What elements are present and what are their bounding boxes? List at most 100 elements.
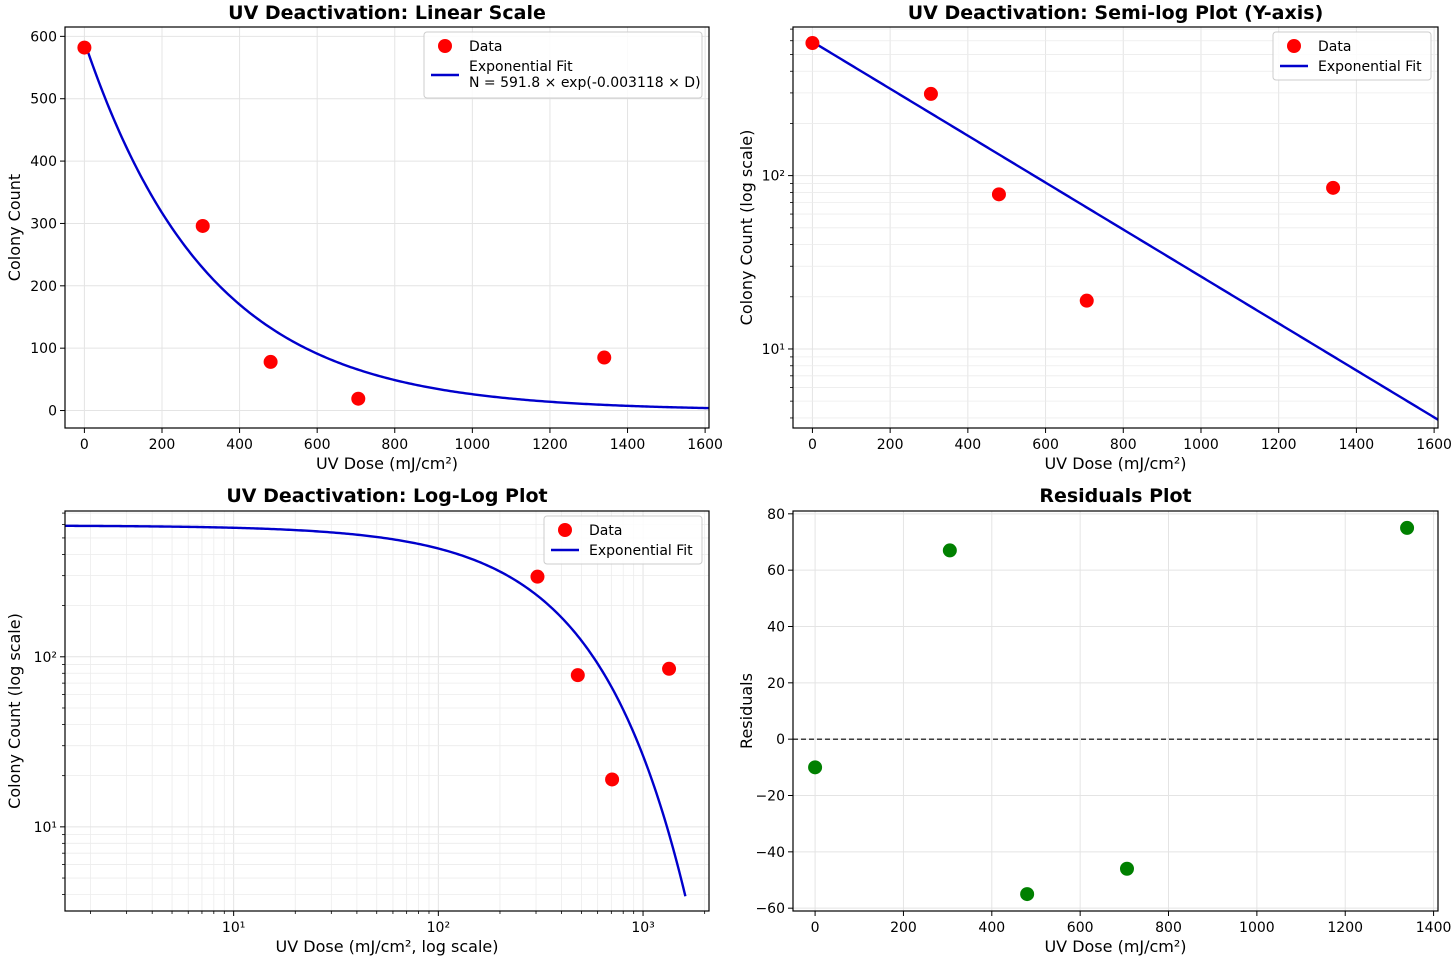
legend-marker [438,39,452,53]
legend-label: Exponential Fit [1318,59,1422,75]
x-tick-label: 1200 [1327,920,1363,936]
x-axis-label: UV Dose (mJ/cm²) [1044,454,1186,473]
y-tick-label: −40 [755,845,785,861]
y-tick-label: 0 [48,404,57,420]
axis-ticks: 0 200 400 600 800 1000 1200 1400 −60 −40 −20 0 20 40 6… [755,507,1451,936]
axis-ticks: 0 200 400 600 800 1000 1200 1400 1600 10¹ 10² [762,28,1452,453]
x-axis-label: UV Dose (mJ/cm², log scale) [276,937,499,956]
y-tick-label: −60 [755,901,785,917]
legend-box [423,31,703,99]
x-tick-label: 1400 [1416,920,1452,936]
data-point [942,543,957,558]
x-tick-label: 0 [808,437,817,453]
x-tick-label: 1200 [1261,437,1297,453]
legend-box [1272,31,1432,81]
x-tick-label: 10² [427,920,450,936]
y-tick-label: 600 [30,29,57,45]
y-tick-label: 80 [767,507,785,523]
x-tick-label: 400 [978,920,1005,936]
plot-frame [64,510,710,912]
chart-panel-3: 10¹ 10² 10³ 10¹ 10² UV Deactivation: Log-Log … [5,485,710,956]
grid [65,511,709,911]
y-tick-label: 40 [767,619,785,635]
chart-panel-4: 0 200 400 600 800 1000 1200 1400 −60 −40 −20 0 20 40 6… [737,485,1451,956]
x-tick-label: 1400 [1339,437,1375,453]
y-axis-label: Colony Count [5,174,24,281]
chart-title: UV Deactivation: Semi-log Plot (Y-axis) [908,2,1324,24]
data-point [77,40,92,55]
legend-label: Data [589,523,622,539]
y-tick-label: 100 [30,341,57,357]
data-point [923,86,938,101]
legend-box [543,515,703,565]
x-tick-label: 200 [149,437,176,453]
x-axis-label: UV Dose (mJ/cm²) [316,454,458,473]
data-point [597,350,612,365]
x-tick-label: 10¹ [222,920,245,936]
legend: Data Exponential Fit [1272,31,1432,81]
x-tick-label: 400 [226,437,253,453]
y-tick-label: 10¹ [762,342,785,358]
x-tick-label: 1200 [532,437,568,453]
data-point [351,391,366,406]
data-point [263,354,278,369]
y-axis-label: Colony Count (log scale) [5,613,24,809]
legend-label: Data [1318,39,1351,55]
data-point [1020,887,1035,902]
x-tick-label: 0 [811,920,820,936]
fit-curve [65,524,687,897]
y-tick-label: −20 [755,789,785,805]
x-tick-label: 400 [954,437,981,453]
y-tick-label: 10² [34,650,57,666]
data-point [805,36,820,51]
y-tick-label: 300 [30,216,57,232]
x-tick-label: 1000 [1183,437,1219,453]
x-tick-label: 600 [1032,437,1059,453]
legend: Data Exponential Fit [543,515,703,565]
y-tick-label: 0 [776,732,785,748]
fit-curve [811,40,1438,421]
data-point [605,772,620,787]
grid [793,27,1438,428]
x-tick-label: 1000 [1239,920,1275,936]
y-axis-label: Colony Count (log scale) [737,130,756,326]
chart-panel-1: 0 200 400 600 800 1000 1200 1400 1600 0 100 200 300 4… [5,2,723,473]
chart-title: UV Deactivation: Linear Scale [228,2,546,24]
x-tick-label: 1600 [687,437,723,453]
x-tick-label: 800 [1155,920,1182,936]
chart-panel-2: 0 200 400 600 800 1000 1200 1400 1600 10¹ 10² UV De… [737,2,1452,473]
fit-curve [83,41,709,410]
y-tick-label: 500 [30,92,57,108]
y-tick-label: 10² [762,169,785,185]
x-tick-label: 200 [890,920,917,936]
data-point [808,760,823,775]
legend-label: Exponential Fit [589,543,693,559]
x-tick-label: 200 [877,437,904,453]
legend-marker [558,523,572,537]
plot-frame [64,26,710,429]
y-tick-label: 60 [767,563,785,579]
grid [793,511,1438,911]
plot-frame [792,510,1439,912]
x-tick-label: 1600 [1416,437,1452,453]
x-tick-label: 800 [381,437,408,453]
data-point [530,569,545,584]
chart-title: UV Deactivation: Log-Log Plot [226,485,547,507]
x-tick-label: 1000 [455,437,491,453]
axis-ticks: 10¹ 10² 10³ 10¹ 10² [34,512,706,936]
data-point [991,187,1006,202]
x-tick-label: 1400 [610,437,646,453]
data-point [1326,180,1341,195]
legend-equation: N = 591.8 × exp(-0.003118 × D) [469,75,701,91]
data-point [1400,520,1415,535]
x-axis-label: UV Dose (mJ/cm²) [1044,937,1186,956]
chart-title: Residuals Plot [1039,485,1191,507]
legend-label: Exponential Fit [469,59,573,75]
data-point [1079,293,1094,308]
legend-marker [1287,39,1301,53]
x-tick-label: 0 [80,437,89,453]
y-tick-label: 10¹ [34,820,57,836]
data-point [1119,861,1134,876]
